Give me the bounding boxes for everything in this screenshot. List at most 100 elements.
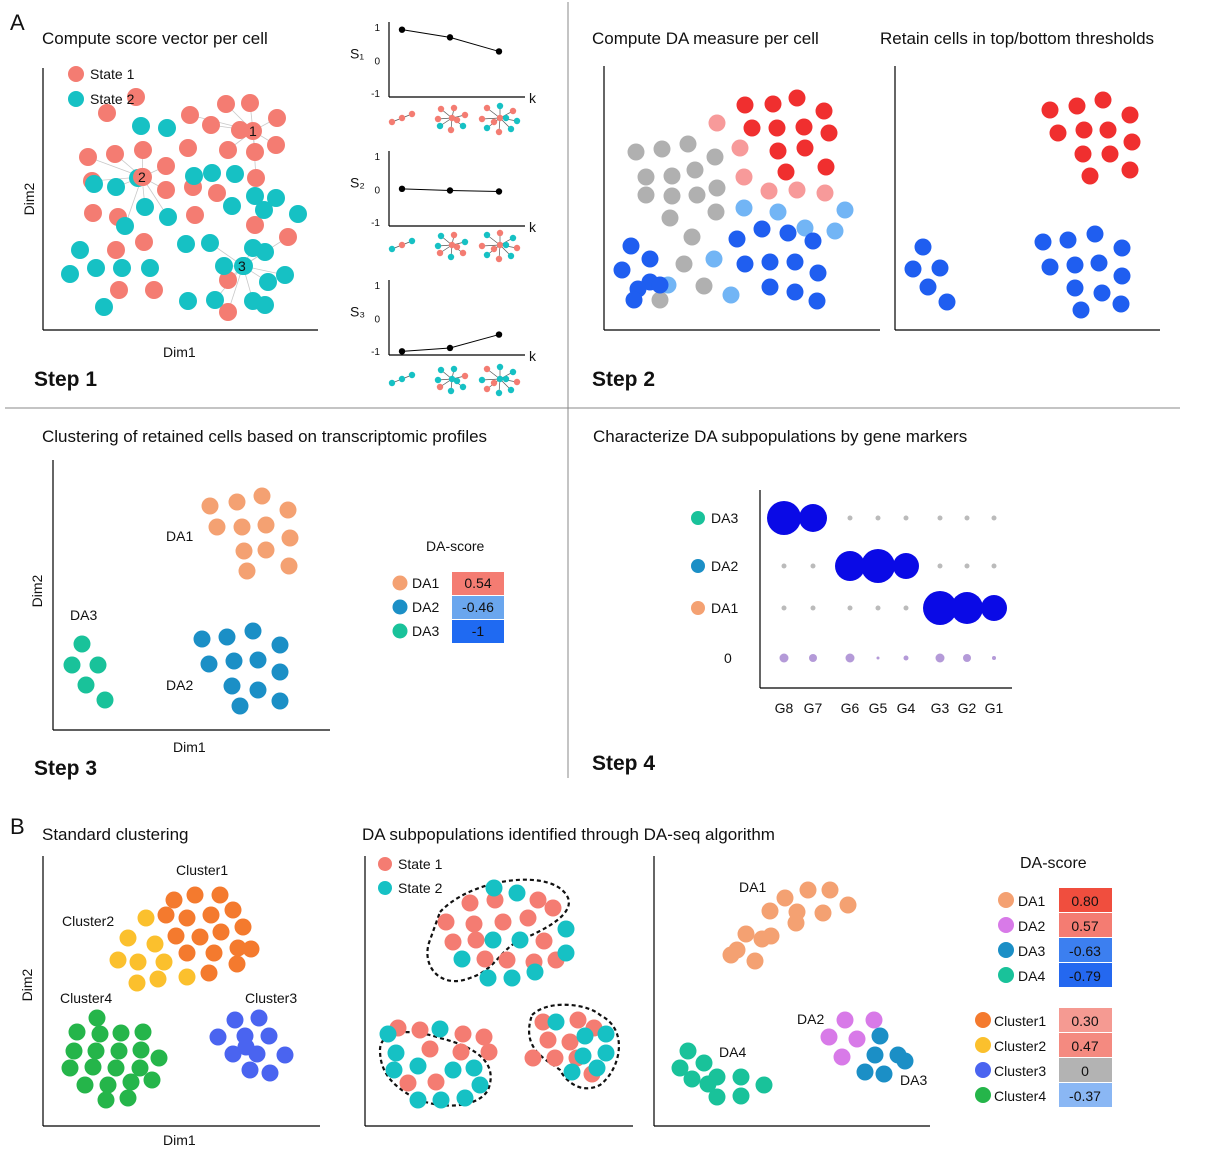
- da1-cell: [787, 914, 805, 932]
- state1-cell: [452, 1043, 470, 1061]
- legend-dot-state2: [68, 91, 84, 107]
- cell-dot: [496, 102, 504, 110]
- mid-high-da-cell: [788, 181, 806, 199]
- cluster1-cell: [186, 886, 204, 904]
- low-da-cell: [809, 264, 827, 282]
- cluster4-label: Cluster4: [60, 990, 112, 1006]
- state1-cell: [494, 913, 512, 931]
- step3-cells: [63, 487, 299, 715]
- da2-cell: [836, 1011, 854, 1029]
- score-cell: [1059, 938, 1112, 962]
- da-subpopulation-cells: [671, 881, 914, 1106]
- cell-dot: [490, 118, 498, 126]
- cluster4-cell: [65, 1042, 83, 1060]
- state1-cell: [467, 931, 485, 949]
- score-label: S₁: [350, 46, 364, 62]
- da1-cell: [228, 493, 246, 511]
- cell-dot: [447, 387, 455, 395]
- mid-low-da-cell: [836, 201, 854, 219]
- high-da-cell: [820, 124, 838, 142]
- marker-dot: [903, 515, 909, 521]
- cell-dot: [459, 383, 467, 391]
- step1-cells: [61, 88, 307, 321]
- cell-dot: [436, 249, 444, 257]
- gene-label: G3: [931, 700, 950, 716]
- cluster1-cell: [202, 906, 220, 924]
- retained-low-cell: [1113, 267, 1131, 285]
- cell-dot: [388, 118, 396, 126]
- state1-cell: [219, 271, 237, 289]
- state1-cell: [181, 106, 199, 124]
- da2-cell: [218, 628, 236, 646]
- panel-b-middle-title: DA subpopulations identified through DA-…: [362, 825, 775, 844]
- state1-cell: [546, 1049, 564, 1067]
- marker-dot: [835, 551, 865, 581]
- state1-cell: [444, 933, 462, 951]
- da-outline-lower-left: [378, 1031, 492, 1107]
- state1-cell: [454, 1025, 472, 1043]
- state2-cell: [255, 201, 273, 219]
- step2-title-left: Compute DA measure per cell: [592, 29, 819, 48]
- cell-dot: [453, 243, 461, 251]
- cell-dot: [398, 241, 406, 249]
- tick-label: -1: [371, 89, 380, 100]
- low-da-cell: [786, 253, 804, 271]
- da2-cell: [833, 1048, 851, 1066]
- da1-cell: [280, 557, 298, 575]
- mid-high-da-cell: [760, 182, 778, 200]
- state2-cell: [223, 197, 241, 215]
- high-da-cell: [769, 142, 787, 160]
- panel-b-legend: State 1 State 2: [378, 856, 443, 896]
- marked-cell-2: 2: [138, 169, 146, 185]
- high-da-cell: [795, 118, 813, 136]
- da2-cell: [271, 692, 289, 710]
- da4-cell: [732, 1068, 750, 1086]
- da1-cell: [821, 881, 839, 899]
- zero-dot: [845, 653, 855, 663]
- state2-cell: [484, 931, 502, 949]
- cell-dot: [496, 375, 504, 383]
- state1-cell: [529, 891, 547, 909]
- state2-cell: [113, 259, 131, 277]
- neutral-cell: [707, 203, 725, 221]
- b-da2-label: DA2: [797, 1011, 824, 1027]
- score-name: DA2: [412, 599, 439, 615]
- retained-low-cell: [1086, 225, 1104, 243]
- state2-cell: [526, 963, 544, 981]
- state2-cell: [453, 950, 471, 968]
- state2-cell: [159, 208, 177, 226]
- score-value: -1: [472, 623, 485, 639]
- marker-dot: [799, 504, 827, 532]
- neighborhood-icon-row: [388, 102, 521, 136]
- da4-cell: [671, 1059, 689, 1077]
- marker-dot: [847, 515, 853, 521]
- retained-high-cell: [1049, 124, 1067, 142]
- legend-dot-state1: [68, 66, 84, 82]
- step1-ylabel: Dim2: [21, 182, 37, 215]
- state2-cell: [574, 1047, 592, 1065]
- state2-cell: [71, 241, 89, 259]
- score-row: DA1 0.54: [392, 572, 504, 595]
- mid-low-da-cell: [705, 250, 723, 268]
- cluster1-cell: [157, 906, 175, 924]
- state1-cell: [127, 88, 145, 106]
- state2-cell: [431, 1020, 449, 1038]
- cell-dot: [483, 385, 491, 393]
- zero-dot: [876, 656, 880, 660]
- cell-dot: [459, 122, 467, 130]
- panel-b-axes: [42, 856, 930, 1127]
- score-plot-2: 1 0 -1 S₂ k: [350, 151, 537, 235]
- marked-cell-dot: [234, 257, 252, 275]
- mid-low-da-cell: [735, 199, 753, 217]
- score-name: DA2: [1018, 918, 1045, 934]
- marked-cell-dot: [244, 122, 262, 140]
- zero-dot: [809, 654, 817, 662]
- state2-cell: [557, 920, 575, 938]
- score-cell: [1059, 1008, 1112, 1032]
- da3-cell: [63, 656, 81, 674]
- state2-cell: [244, 239, 262, 257]
- da1-cell: [233, 518, 251, 536]
- step3-score-title: DA-score: [426, 538, 485, 554]
- marker-dot: [861, 549, 895, 583]
- state2-cell: [588, 1059, 606, 1077]
